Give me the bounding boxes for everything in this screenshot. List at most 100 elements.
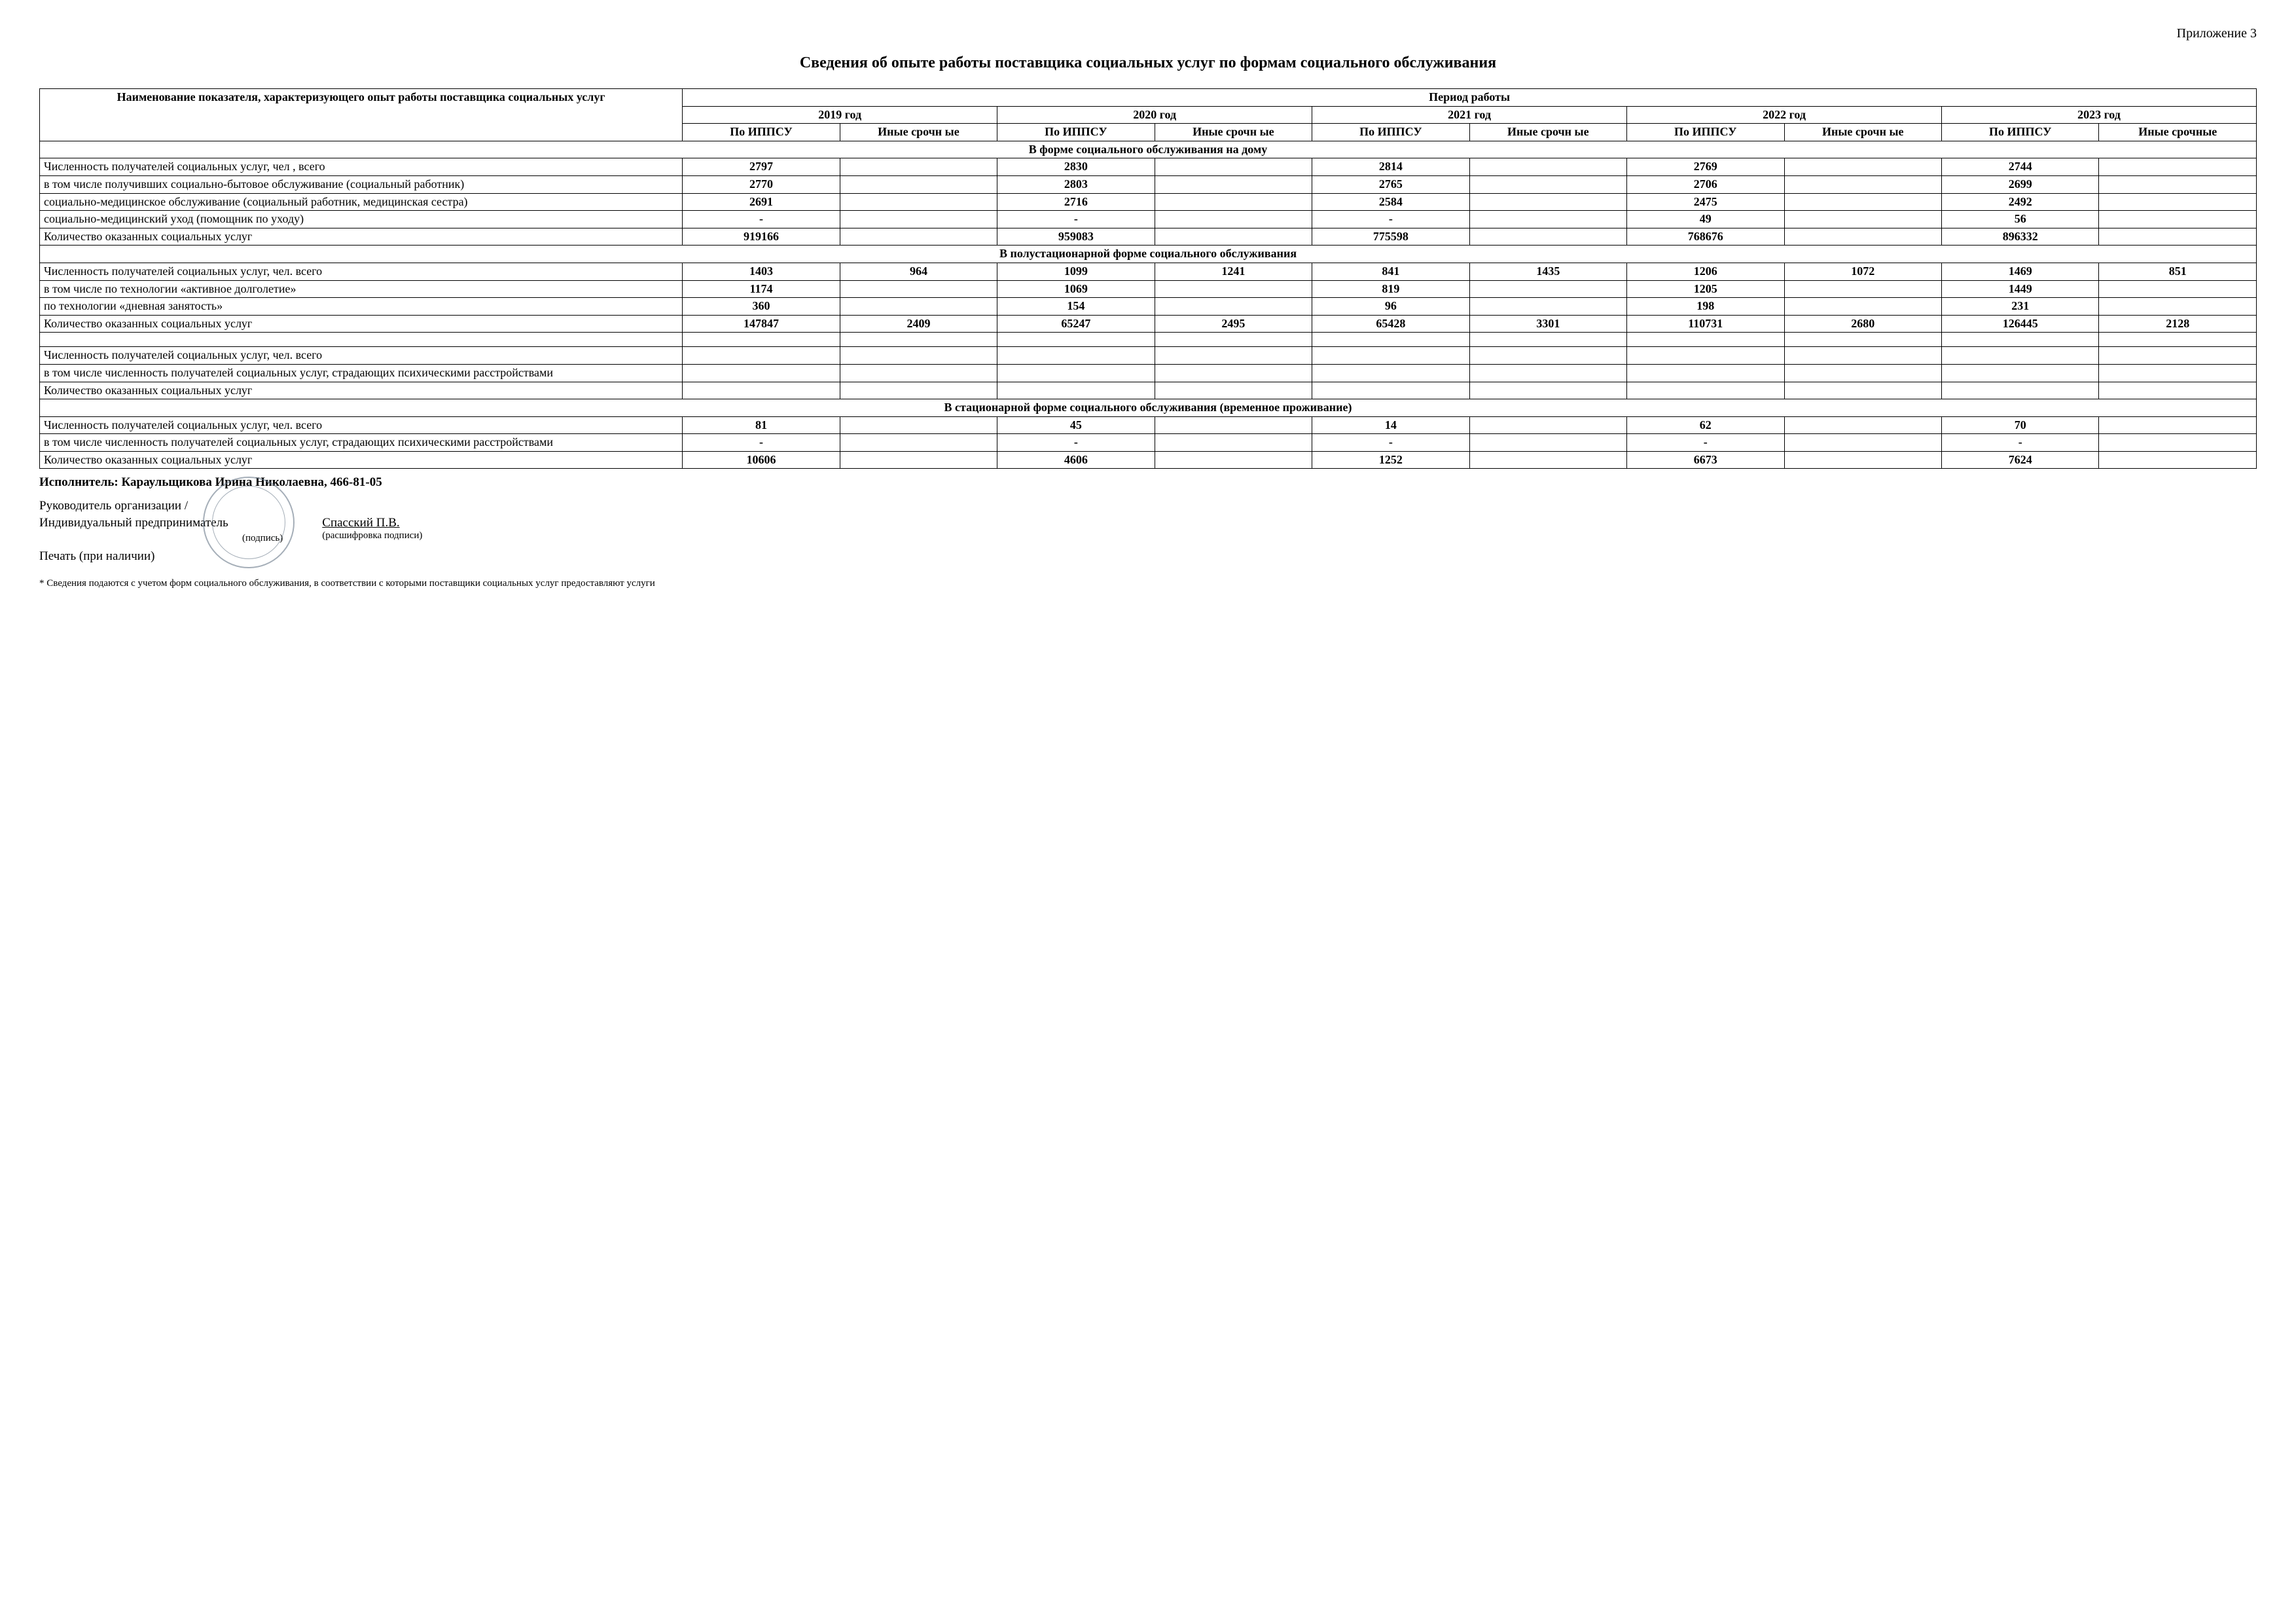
cell-value: 154 [997,298,1155,316]
cell-value: 2475 [1627,193,1784,211]
cell-value [1155,175,1312,193]
header-year-2019: 2019 год [683,106,997,124]
cell-value: 110731 [1627,315,1784,333]
cell-value [997,347,1155,365]
cell-value [2099,211,2257,228]
table-body: В форме социального обслуживания на дому… [40,141,2257,469]
cell-value [1155,158,1312,176]
cell-value: 2814 [1312,158,1469,176]
appendix-label: Приложение 3 [39,26,2257,41]
cell-value: 2765 [1312,175,1469,193]
cell-value [840,364,997,382]
cell-value [1627,347,1784,365]
cell-value [1784,451,1941,469]
cell-value: 81 [683,416,840,434]
cell-value [997,382,1155,399]
cell-value: - [683,211,840,228]
cell-value: 2744 [1941,158,2098,176]
cell-value: 1435 [1469,263,1626,280]
cell-value [1784,175,1941,193]
cell-value: 1069 [997,280,1155,298]
cell-value [1784,193,1941,211]
cell-value [840,347,997,365]
header-year-2023: 2023 год [1941,106,2256,124]
cell-value [840,193,997,211]
row-label: социально-медицинский уход (помощник по … [40,211,683,228]
cell-value: 2716 [997,193,1155,211]
table-row: социально-медицинский уход (помощник по … [40,211,2257,228]
cell-value [1469,382,1626,399]
cell-value: 360 [683,298,840,316]
row-label: Количество оказанных социальных услуг [40,451,683,469]
table-row: Численность получателей социальных услуг… [40,263,2257,280]
cell-value [1469,364,1626,382]
cell-value [1469,416,1626,434]
header-sub-other: Иные срочн ые [1784,124,1941,141]
cell-value [1155,364,1312,382]
table-row: Количество оказанных социальных услуг147… [40,315,2257,333]
cell-value: 56 [1941,211,2098,228]
cell-value [1941,347,2098,365]
cell-value [1469,211,1626,228]
cell-value: 1252 [1312,451,1469,469]
row-label: Количество оказанных социальных услуг [40,315,683,333]
cell-value: 2409 [840,315,997,333]
cell-value [1155,434,1312,452]
cell-value [1155,347,1312,365]
table-row: Количество оказанных социальных услуг919… [40,228,2257,246]
cell-value: 1205 [1627,280,1784,298]
cell-value: 2803 [997,175,1155,193]
cell-value [1784,416,1941,434]
cell-value: 198 [1627,298,1784,316]
cell-value: 62 [1627,416,1784,434]
data-table: Наименование показателя, характеризующег… [39,88,2257,469]
cell-value [1155,298,1312,316]
cell-value: 1403 [683,263,840,280]
cell-value: 2770 [683,175,840,193]
cell-value: 2680 [1784,315,1941,333]
row-label: Количество оказанных социальных услуг [40,382,683,399]
table-row: в том числе получивших социально-бытовое… [40,175,2257,193]
row-label: Численность получателей социальных услуг… [40,158,683,176]
cell-value [1784,434,1941,452]
table-row: Численность получателей социальных услуг… [40,158,2257,176]
row-label: в том числе численность получателей соци… [40,364,683,382]
cell-value [2099,434,2257,452]
cell-value [1784,298,1941,316]
table-row: в том числе численность получателей соци… [40,434,2257,452]
cell-value [1469,298,1626,316]
cell-value: 768676 [1627,228,1784,246]
cell-value [840,451,997,469]
cell-value [1312,347,1469,365]
header-sub-ippsu: По ИППСУ [683,124,840,141]
cell-value [2099,298,2257,316]
section-heading-row: В форме социального обслуживания на дому [40,141,2257,158]
cell-value: 2706 [1627,175,1784,193]
header-sub-ippsu: По ИППСУ [1627,124,1784,141]
cell-value [1469,434,1626,452]
section-heading: В полустационарной форме социального обс… [40,246,2257,263]
cell-value [1469,193,1626,211]
cell-value: - [997,434,1155,452]
table-row: социально-медицинское обслуживание (соци… [40,193,2257,211]
section-heading: В стационарной форме социального обслужи… [40,399,2257,417]
cell-value: 2830 [997,158,1155,176]
cell-value [2099,382,2257,399]
cell-value [1941,382,2098,399]
cell-value [1784,211,1941,228]
cell-value: 896332 [1941,228,2098,246]
cell-value: 65428 [1312,315,1469,333]
cell-value [1155,280,1312,298]
cell-value: 96 [1312,298,1469,316]
cell-value [2099,416,2257,434]
cell-value: 6673 [1627,451,1784,469]
cell-value: 1206 [1627,263,1784,280]
header-year-2022: 2022 год [1627,106,1942,124]
cell-value: 841 [1312,263,1469,280]
section-heading: В форме социального обслуживания на дому [40,141,2257,158]
row-label: социально-медицинское обслуживание (соци… [40,193,683,211]
cell-value [840,280,997,298]
header-year-2021: 2021 год [1312,106,1627,124]
cell-value: 775598 [1312,228,1469,246]
cell-value: 65247 [997,315,1155,333]
